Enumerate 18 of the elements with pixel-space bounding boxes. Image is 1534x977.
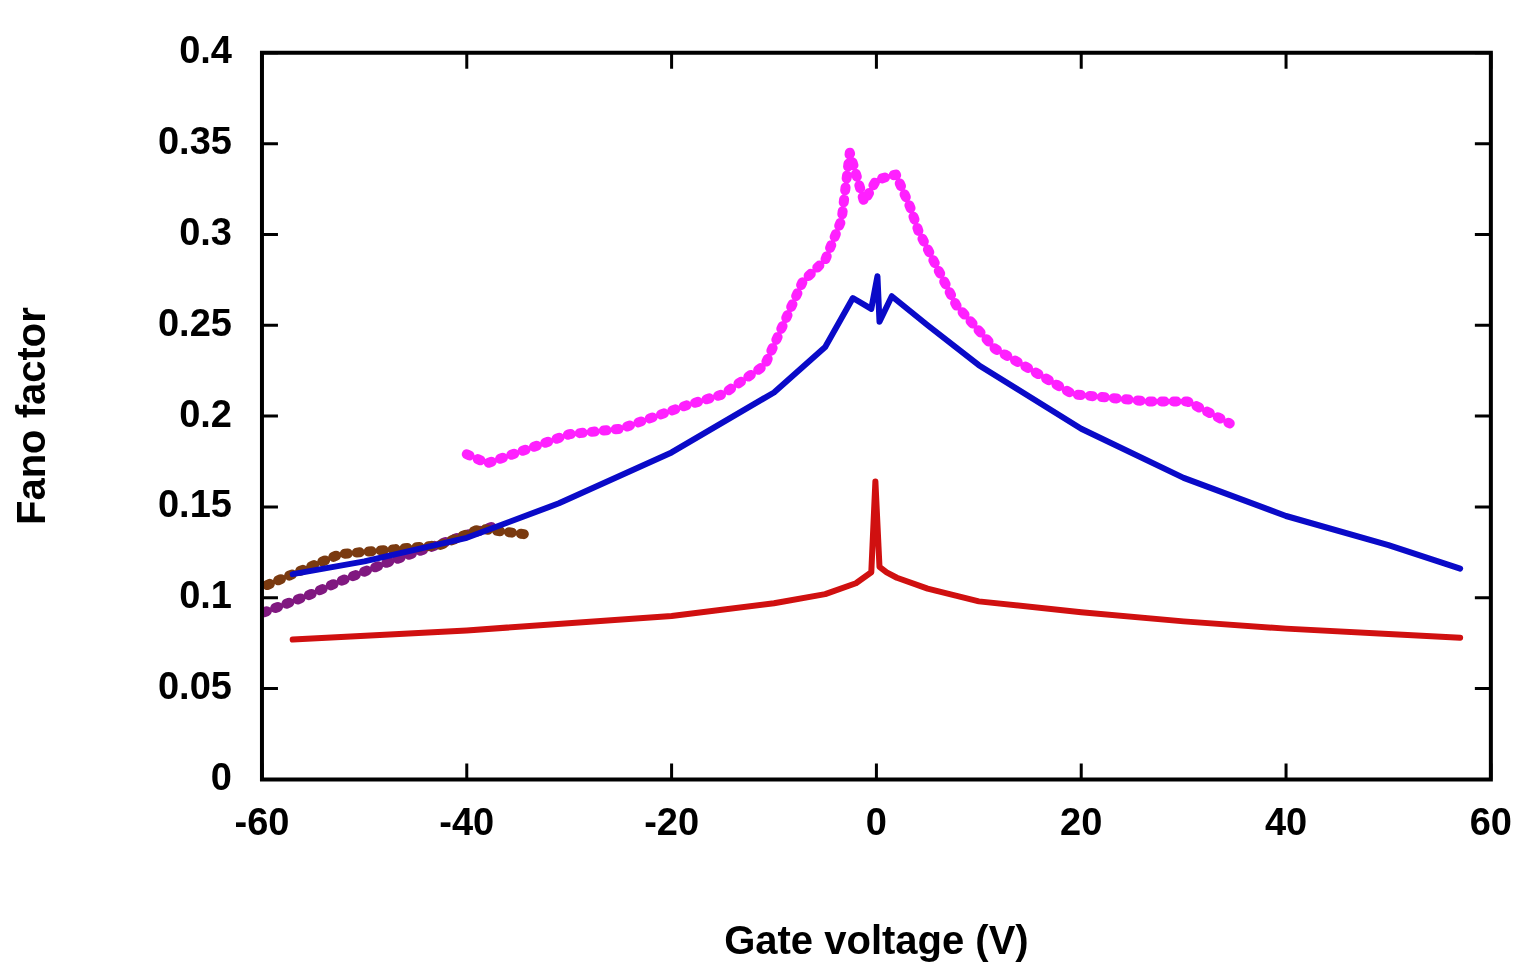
x-tick-label: 40 (1264, 800, 1308, 843)
y-tick-label: 0.35 (157, 120, 232, 163)
y-tick-label: 0.3 (179, 210, 232, 253)
x-tick-label: 0 (865, 800, 887, 843)
x-tick-label: -20 (644, 800, 700, 843)
x-tick-label: 60 (1469, 800, 1513, 843)
x-tick-label: 20 (1060, 800, 1103, 843)
x-tick-label: -40 (439, 800, 495, 843)
y-tick-label: 0.15 (157, 483, 232, 526)
x-tick-label: -60 (234, 800, 290, 843)
y-tick-label: 0.05 (157, 665, 232, 708)
x-axis-title: Gate voltage (V) (724, 918, 1029, 963)
y-tick-label: 0 (210, 755, 232, 798)
y-axis-title: Fano factor (9, 307, 54, 525)
y-tick-label: 0.4 (179, 29, 232, 72)
y-tick-label: 0.2 (179, 392, 232, 435)
y-tick-label: 0.25 (157, 301, 232, 344)
y-tick-label: 0.1 (179, 574, 232, 617)
